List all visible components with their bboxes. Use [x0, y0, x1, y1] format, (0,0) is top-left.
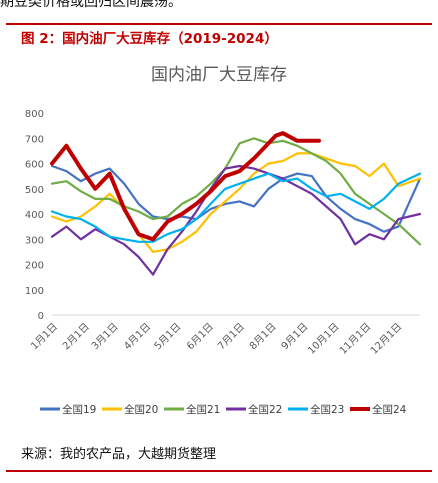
- x-tick-label: 6月1日: [184, 321, 216, 353]
- bottom-divider: [6, 470, 432, 472]
- y-tick-label: 800: [25, 109, 44, 120]
- chart-svg: 国内油厂大豆库存 0 100 200 300 400 500 600 700 800 1月1日 2…: [25, 65, 422, 416]
- series-lines: [50, 131, 422, 276]
- series-line-全国22: [50, 164, 422, 276]
- series-line-全国21: [50, 137, 422, 246]
- series-line-全国19: [50, 164, 422, 233]
- x-tick-label: 7月1日: [215, 321, 247, 353]
- x-tick-label: 9月1日: [279, 321, 311, 353]
- series-line-全国20: [50, 152, 422, 253]
- series-line-全国24: [50, 131, 321, 242]
- legend-label-全国23: 全国23: [310, 403, 344, 416]
- source-note: 来源：我的农产品，大越期货整理: [21, 447, 217, 462]
- chart: 国内油厂大豆库存 0 100 200 300 400 500 600 700 800 1月1日 2…: [0, 50, 438, 430]
- top-text: 期豆类价格或回归区间震荡。: [0, 0, 182, 10]
- legend-label-全国19: 全国19: [62, 403, 96, 416]
- x-tick-label: 1月1日: [28, 321, 60, 353]
- x-tick-label: 5月1日: [152, 321, 184, 353]
- x-tick-label: 4月1日: [122, 321, 154, 353]
- x-tick-label: 11月1日: [337, 321, 373, 357]
- y-tick-label: 600: [25, 160, 44, 171]
- y-tick-label: 100: [25, 286, 44, 297]
- x-tick-label: 2月1日: [60, 321, 92, 353]
- chart-title: 国内油厂大豆库存: [151, 65, 287, 85]
- y-tick-label: 500: [25, 185, 44, 196]
- y-tick-label: 0: [38, 311, 44, 322]
- legend-label-全国24: 全国24: [372, 403, 407, 416]
- x-tick-label: 10月1日: [305, 321, 341, 357]
- series-line-全国23: [50, 172, 422, 243]
- legend-label-全国22: 全国22: [248, 403, 282, 416]
- y-axis: 0 100 200 300 400 500 600 700 800: [25, 109, 44, 322]
- legend-label-全国20: 全国20: [124, 403, 158, 416]
- legend-label-全国21: 全国21: [186, 403, 220, 416]
- figure-title: 图 2：国内油厂大豆库存（2019-2024）: [21, 31, 278, 47]
- y-tick-label: 400: [25, 210, 44, 221]
- x-tick-label: 12月1日: [368, 321, 404, 357]
- y-tick-label: 300: [25, 235, 44, 246]
- y-tick-label: 700: [25, 134, 44, 145]
- x-tick-label: 8月1日: [247, 321, 279, 353]
- y-tick-label: 200: [25, 261, 44, 272]
- x-tick-label: 3月1日: [89, 321, 121, 353]
- legend: 全国19 全国20 全国21 全国22 全国23 全国24: [40, 403, 407, 416]
- top-divider: [6, 23, 432, 25]
